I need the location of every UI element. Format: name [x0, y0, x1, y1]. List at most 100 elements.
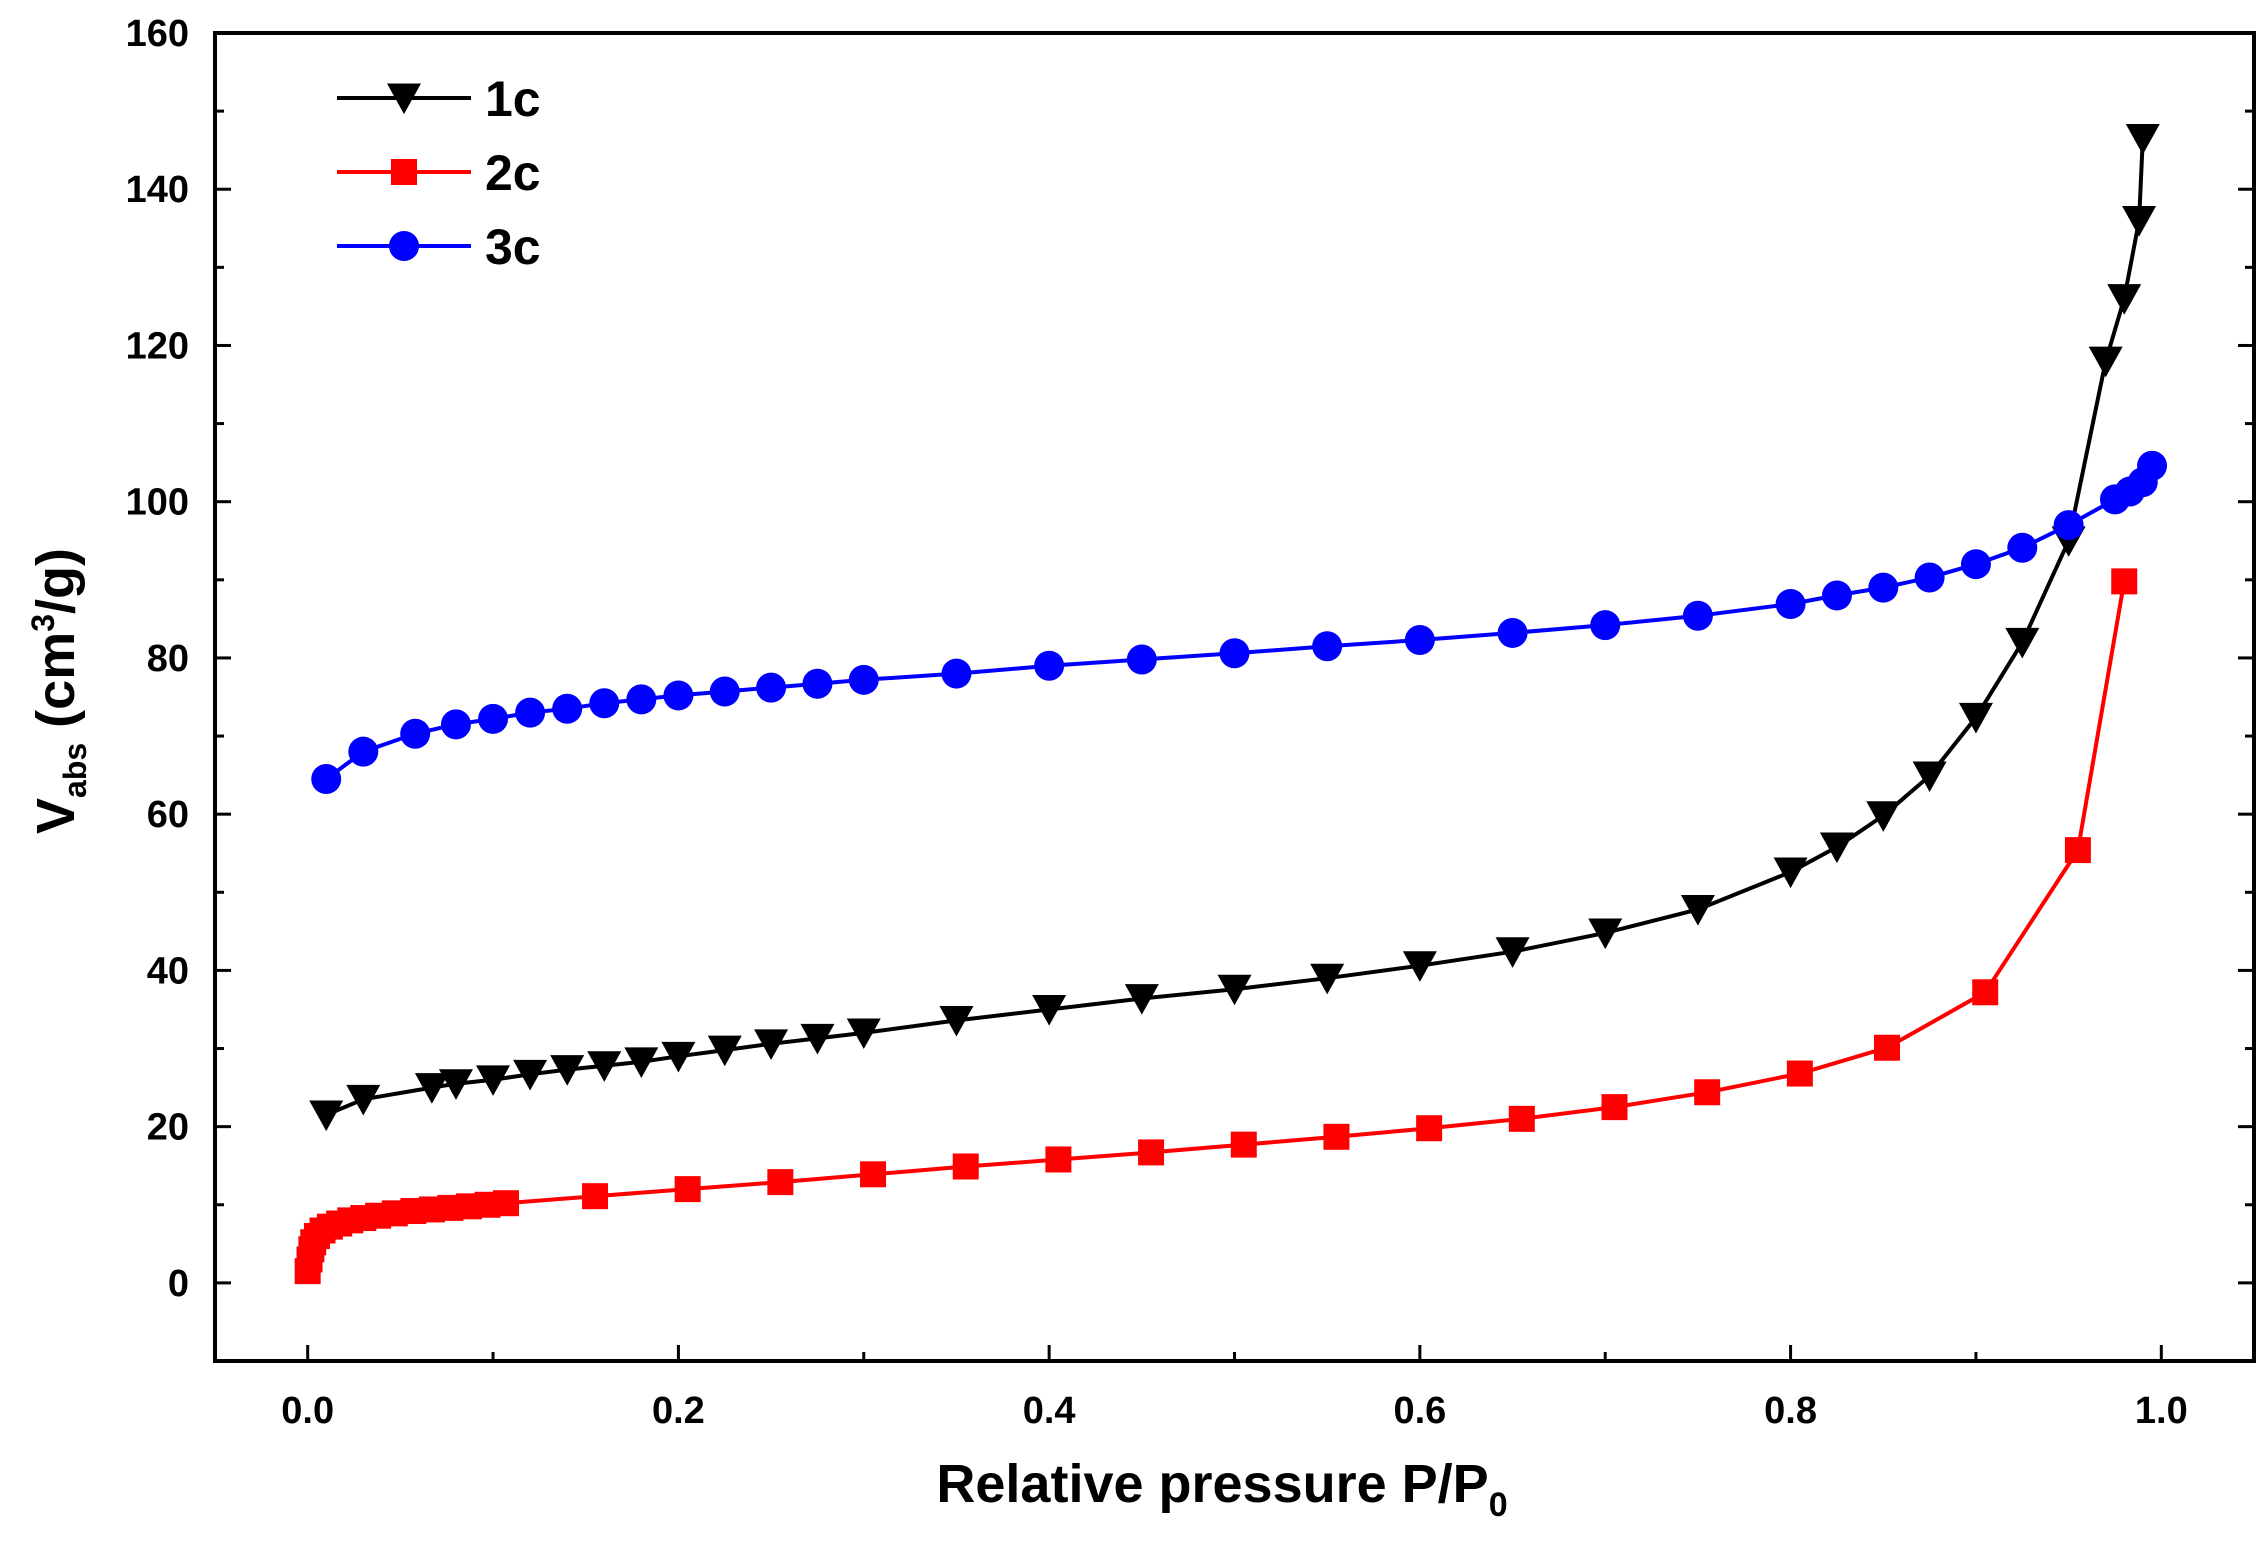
x-tick-label: 0.2	[652, 1390, 705, 1432]
data-point-2c	[581, 1183, 608, 1210]
data-point-1c	[1866, 801, 1901, 832]
data-point-2c	[2111, 568, 2138, 595]
x-axis-title-main: Relative pressure P/P	[936, 1454, 1488, 1514]
y-tick-label: 120	[126, 325, 189, 367]
legend-item-2c: 2c	[337, 145, 541, 201]
data-point-1c	[2005, 627, 2040, 659]
data-point-3c	[2053, 510, 2084, 541]
legend-marker	[391, 159, 417, 185]
data-point-2c	[1601, 1094, 1628, 1121]
data-point-2c	[1508, 1105, 1535, 1132]
data-point-1c	[438, 1069, 473, 1100]
data-point-3c	[440, 709, 471, 740]
data-point-1c	[624, 1047, 659, 1078]
data-point-1c	[1124, 984, 1159, 1015]
axes-layer: 0.0 0.2 0.4 0.6 0.8 1.0 0 20 40 60 80 100 120 140 160	[126, 13, 2256, 1432]
data-point-1c	[1773, 857, 1808, 889]
x-tick-label: 1.0	[2135, 1390, 2188, 1432]
data-point-3c	[1868, 572, 1899, 603]
data-point-2c	[1416, 1115, 1443, 1142]
series-2c	[294, 568, 2138, 1285]
data-point-3c	[1960, 549, 1991, 580]
data-point-1c	[414, 1073, 449, 1104]
data-point-3c	[1914, 562, 1945, 593]
data-point-3c	[709, 676, 740, 707]
data-point-3c	[1590, 610, 1621, 641]
y-tick-label: 20	[147, 1107, 189, 1149]
data-point-1c	[550, 1055, 585, 1086]
y-tick-label: 100	[126, 482, 189, 524]
data-point-2c	[860, 1161, 887, 1188]
series-line-2c	[305, 581, 2127, 1272]
data-point-2c	[674, 1176, 701, 1203]
data-point-1c	[1912, 761, 1947, 793]
data-point-3c	[311, 764, 342, 795]
data-point-1c	[754, 1029, 789, 1060]
x-tick-label: 0.6	[1393, 1390, 1446, 1432]
data-point-2c	[493, 1190, 520, 1217]
data-point-1c	[1032, 995, 1067, 1026]
data-point-2c	[1972, 979, 1999, 1006]
legend: 1c 2c 3c	[337, 71, 541, 275]
data-point-1c	[1588, 918, 1623, 950]
x-tick-label: 0.8	[1764, 1390, 1817, 1432]
data-point-1c	[1217, 974, 1252, 1006]
data-point-1c	[661, 1041, 696, 1073]
data-point-2c	[1786, 1060, 1813, 1087]
legend-item-3c: 3c	[337, 219, 541, 275]
data-point-3c	[941, 658, 972, 689]
data-point-3c	[802, 668, 833, 699]
data-point-3c	[1682, 600, 1713, 631]
data-point-2c	[1138, 1139, 1165, 1166]
data-point-3c	[626, 684, 657, 715]
data-point-1c	[1495, 937, 1530, 968]
y-axis-title-unit: (cm	[26, 632, 86, 743]
y-tick-label: 60	[147, 794, 189, 836]
data-point-3c	[552, 693, 583, 724]
y-tick-label: 140	[126, 169, 189, 211]
legend-marker	[389, 231, 419, 261]
data-point-1c	[587, 1051, 622, 1082]
data-point-2c	[767, 1169, 794, 1196]
legend-marker	[387, 83, 421, 115]
legend-label: 3c	[485, 219, 541, 275]
data-point-3c	[848, 664, 879, 695]
y-axis-title-main: V	[26, 798, 86, 834]
data-point-3c	[1404, 624, 1435, 655]
x-tick-label: 0.4	[1023, 1390, 1076, 1432]
data-point-1c	[1958, 702, 1993, 734]
data-point-3c	[1312, 631, 1343, 662]
data-point-3c	[400, 718, 431, 749]
data-point-1c	[1402, 951, 1437, 982]
data-point-3c	[589, 688, 620, 719]
data-point-3c	[1126, 644, 1157, 675]
data-point-1c	[1310, 963, 1345, 995]
y-axis-title-subscript: abs	[57, 743, 93, 798]
x-axis-title: Relative pressure P/P0	[936, 1454, 1507, 1524]
y-tick-label: 80	[147, 638, 189, 680]
y-tick-label: 40	[147, 950, 189, 992]
data-point-1c	[346, 1084, 381, 1116]
y-tick-label: 0	[168, 1263, 189, 1305]
data-point-3c	[1219, 638, 1250, 669]
y-axis-title-superscript: 3	[25, 614, 61, 632]
data-point-1c	[707, 1035, 742, 1067]
data-point-3c	[2137, 450, 2168, 481]
data-point-1c	[2088, 346, 2123, 378]
data-point-2c	[2064, 837, 2091, 864]
data-point-1c	[476, 1065, 511, 1096]
series-1c	[309, 124, 2160, 1132]
y-axis-title-unit-end: /g)	[26, 548, 86, 614]
data-point-3c	[2007, 532, 2038, 563]
data-point-3c	[1821, 580, 1852, 611]
data-point-3c	[756, 672, 787, 703]
data-point-3c	[663, 680, 694, 711]
data-point-1c	[2107, 284, 2142, 315]
legend-label: 2c	[485, 145, 541, 201]
y-axis-title: Vabs (cm3/g)	[25, 548, 93, 834]
data-point-2c	[952, 1153, 979, 1180]
x-axis-title-subscript: 0	[1489, 1486, 1508, 1524]
data-point-1c	[2122, 206, 2157, 237]
data-point-1c	[939, 1005, 974, 1037]
